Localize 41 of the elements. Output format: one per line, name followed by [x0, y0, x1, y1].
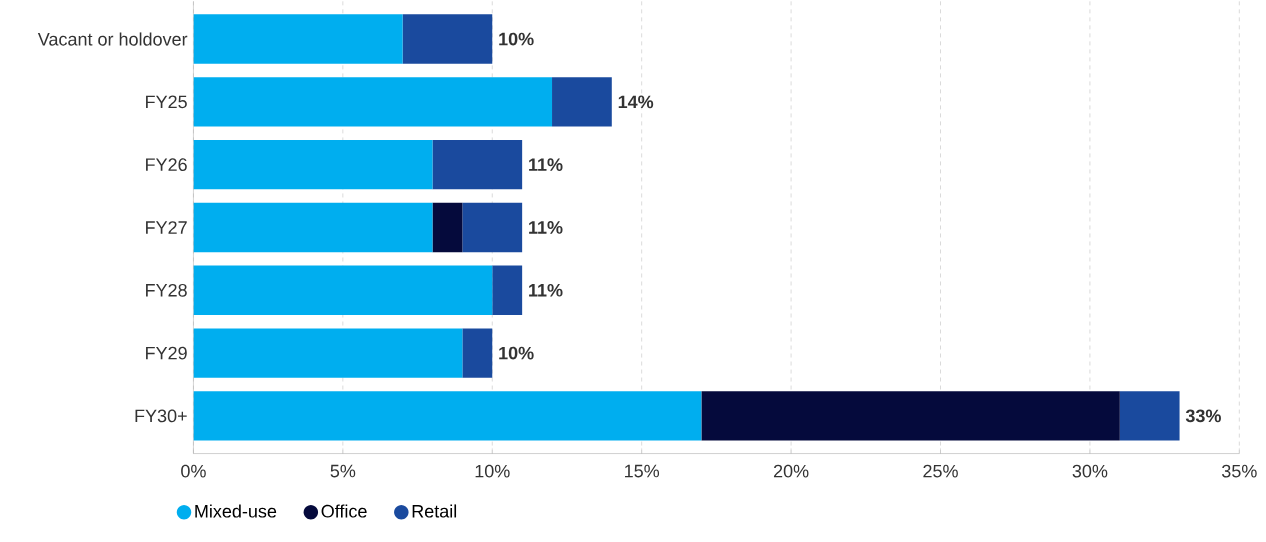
bar [1119, 391, 1180, 441]
bar [701, 391, 1120, 441]
y-tick-label: Vacant or holdover [37, 32, 188, 46]
y-tick-label: FY26 [146, 158, 187, 172]
x-tick-label: 30% [1072, 464, 1108, 478]
bar [462, 202, 523, 253]
bar [193, 14, 403, 64]
total-label: 11% [529, 158, 563, 172]
total-label: 10% [499, 32, 534, 46]
y-tick-label: FY30+ [135, 409, 187, 423]
bar [432, 202, 463, 253]
x-tick-label: 15% [625, 464, 660, 478]
y-tick-label: FY29 [146, 346, 187, 360]
bar [193, 265, 493, 316]
x-tick-label: 20% [773, 464, 809, 478]
y-tick-label: FY27 [146, 221, 187, 234]
bar [193, 202, 433, 253]
bar [402, 14, 493, 64]
bar [432, 140, 523, 190]
legend-label: Mixed-use [195, 504, 277, 518]
bar [462, 328, 493, 378]
total-label: 11% [529, 221, 563, 234]
y-tick-label: FY28 [146, 284, 187, 297]
bar [193, 140, 433, 190]
bar [193, 77, 553, 127]
total-label: 11% [529, 284, 563, 297]
x-tick-label: 25% [923, 464, 958, 478]
total-label: 33% [1185, 409, 1221, 423]
x-tick-label: 0% [181, 464, 206, 478]
x-tick-label: 5% [330, 464, 356, 478]
x-tick-label: 10% [475, 464, 510, 478]
total-label: 10% [499, 346, 534, 360]
total-label: 14% [618, 95, 654, 109]
bar [193, 328, 463, 378]
legend-label: Office [321, 504, 367, 518]
bar [193, 391, 702, 441]
bar [552, 77, 612, 127]
bar [492, 265, 523, 316]
y-tick-label: FY25 [146, 95, 187, 109]
x-tick-label: 35% [1221, 464, 1257, 478]
legend-label: Retail [412, 504, 457, 518]
